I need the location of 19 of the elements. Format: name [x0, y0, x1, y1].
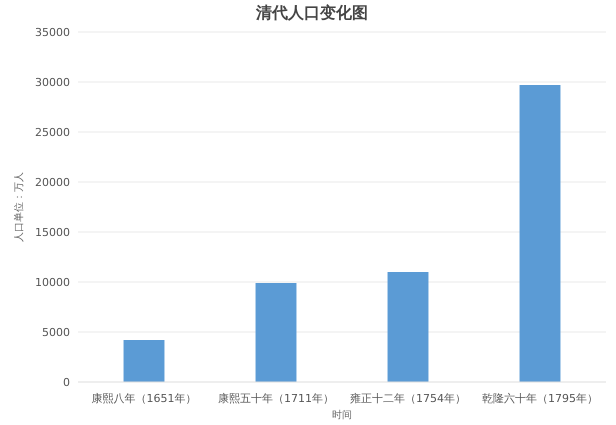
y-tick-label: 15000	[35, 226, 70, 239]
x-axis-title: 时间	[332, 409, 352, 421]
y-tick-label: 10000	[35, 276, 70, 289]
y-tick-label: 5000	[42, 326, 70, 339]
bar	[520, 85, 560, 382]
chart-title: 清代人口变化图	[255, 3, 368, 22]
bar	[388, 272, 428, 382]
y-tick-label: 35000	[35, 26, 70, 39]
x-tick-label: 雍正十二年（1754年）	[350, 392, 466, 405]
x-tick-label: 康熙八年（1651年）	[92, 392, 196, 405]
y-axis-title: 人口单位：万人	[13, 172, 25, 242]
y-tick-label: 20000	[35, 176, 70, 189]
bar	[256, 283, 296, 382]
y-tick-label: 30000	[35, 76, 70, 89]
y-tick-label: 0	[63, 376, 70, 389]
bar	[124, 340, 164, 382]
y-tick-label: 25000	[35, 126, 70, 139]
x-tick-label: 乾隆六十年（1795年）	[482, 392, 598, 405]
x-tick-label: 康熙五十年（1711年）	[218, 392, 334, 405]
